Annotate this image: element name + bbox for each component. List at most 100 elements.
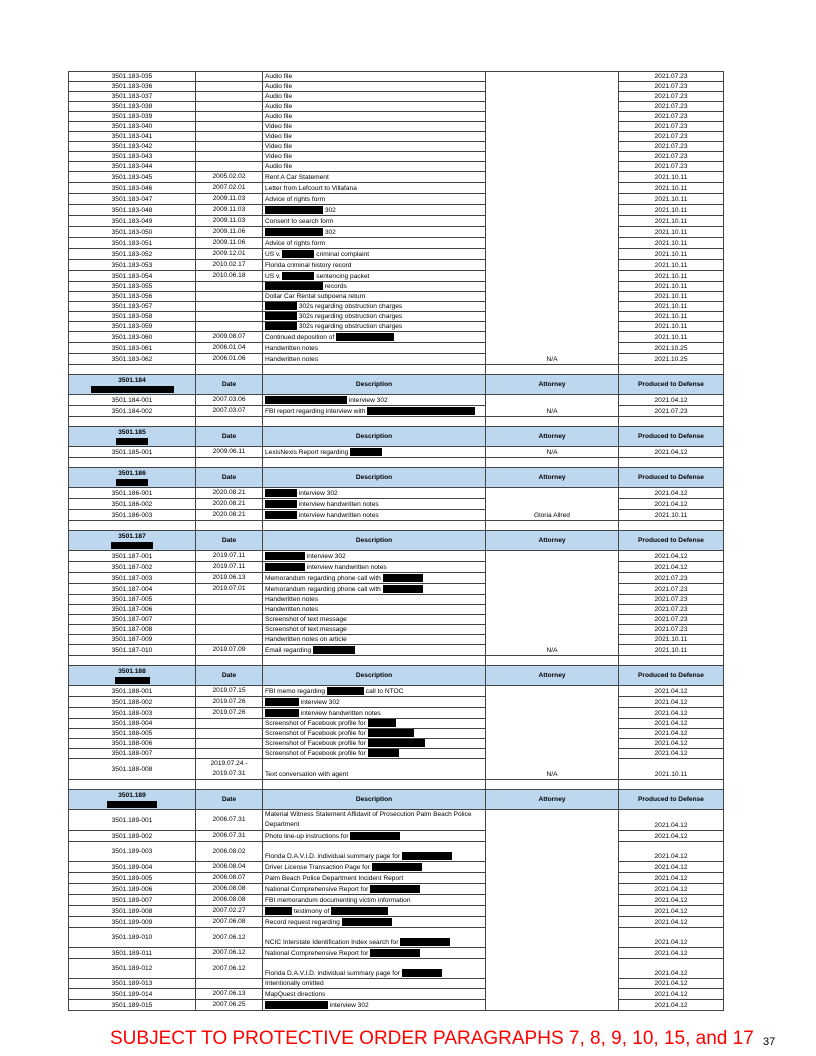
- redaction-block: [370, 885, 421, 894]
- empty-cell: [195, 416, 263, 427]
- date-value: 2009.12.01: [212, 250, 246, 257]
- table-row: 3501.187-010 2019.07.09 Email regarding 20…: [68, 644, 724, 656]
- empty-cell: [262, 364, 486, 375]
- exhibit-id-cell: 3501.189-001: [68, 809, 196, 831]
- produced-date-cell: 2021.04.12: [618, 927, 724, 948]
- date-value: 2020.08.21: [212, 511, 246, 518]
- description-text: 302: [323, 229, 336, 236]
- produced-date-cell: 2021.04.12: [618, 718, 724, 729]
- redaction-block: [400, 938, 451, 947]
- produced-date-cell: 2021.04.12: [618, 916, 724, 928]
- description-cell: Screenshot of Facebook profile for: [262, 748, 486, 759]
- table-row: 3501.189-015 2007.06.25 interview 302 2021…: [68, 999, 724, 1011]
- description-cell: FBI report regarding interview with: [262, 405, 486, 417]
- page-number: 37: [763, 1036, 776, 1048]
- exhibit-id-cell: 3501.189-011: [68, 947, 196, 959]
- date-cell: 2009.11.06: [195, 226, 263, 238]
- description-text: Florida D.A.V.I.D. individual summary pa…: [265, 853, 402, 860]
- produced-date-cell: 2021.07.23: [618, 594, 724, 605]
- redaction-block: [326, 687, 364, 696]
- column-header-produced: Produced to Defense: [618, 426, 724, 447]
- section-header-row: 3501.186 Date Description Attorney Produced …: [68, 467, 724, 488]
- empty-cell: [195, 457, 263, 468]
- exhibit-id-cell: 3501.187-006: [68, 604, 196, 615]
- date-value: 2006.01.06: [212, 355, 246, 362]
- exhibit-id-cell: 3501.189-012: [68, 958, 196, 979]
- produced-date-cell: 2021.10.11: [618, 259, 724, 271]
- produced-date-cell: 2021.07.23: [618, 151, 724, 162]
- table-row: 3501.189-012 2007.06.12 Florida D.A.V.I.D.…: [68, 958, 724, 979]
- date-value: 2020.08.21: [212, 489, 246, 496]
- date-cell: 2005.02.02: [195, 171, 263, 183]
- description-text: records: [323, 283, 347, 290]
- produced-date-cell: 2021.07.23: [618, 161, 724, 172]
- description-cell: interview 302: [262, 550, 486, 562]
- column-header-description: Description: [262, 665, 486, 686]
- exhibit-id-cell: 3501.187-009: [68, 634, 196, 645]
- description-cell: Handwritten notes on article: [262, 634, 486, 645]
- date-value: 2007.03.06: [212, 396, 246, 403]
- date-cell: [195, 121, 263, 132]
- date-value: 2009.11.03: [212, 195, 246, 202]
- exhibit-id-cell: 3501.188-004: [68, 718, 196, 729]
- table-row: 3501.189-010 2007.06.12 NCIC Interstate Id…: [68, 927, 724, 948]
- produced-date-cell: 2021.07.23: [618, 604, 724, 615]
- column-header-produced: Produced to Defense: [618, 467, 724, 488]
- description-text: US v.: [265, 251, 283, 258]
- table-row: 3501.183-055 records 2021.10.11: [68, 281, 724, 292]
- date-cell: 2006.07.31: [195, 809, 263, 831]
- section-id-cell: 3501.189: [68, 789, 196, 810]
- blank-row: [68, 416, 724, 427]
- column-header-attorney: Attorney: [485, 789, 619, 810]
- empty-cell: [262, 457, 486, 468]
- exhibit-id-cell: 3501.183-038: [68, 101, 196, 112]
- table-row: 3501.189-001 2006.07.31 Material Witness S…: [68, 809, 724, 1011]
- attorney-cell: N/A: [485, 71, 619, 365]
- table-row: 3501.188-003 2019.07.26 interview handwri…: [68, 707, 724, 719]
- date-value: 2006.07.31: [212, 816, 246, 823]
- description-text: interview handwritten notes: [297, 512, 379, 519]
- date-cell: [195, 71, 263, 82]
- description-text: Memorandum regarding phone call with: [265, 575, 383, 582]
- date-cell: [195, 291, 263, 302]
- exhibit-id-cell: 3501.187-007: [68, 614, 196, 625]
- description-cell: Memorandum regarding phone call with: [262, 583, 486, 595]
- description-cell: Text conversation with agent: [262, 758, 486, 780]
- column-header-attorney: Attorney: [485, 467, 619, 488]
- redaction-block: [265, 511, 297, 520]
- exhibit-id-cell: 3501.184-001: [68, 394, 196, 406]
- date-cell: 2007.06.12: [195, 947, 263, 959]
- date-cell: [195, 738, 263, 749]
- attorney-cell: [485, 809, 619, 1011]
- table-row: 3501.183-047 2009.11.03 Advice of rights f…: [68, 193, 724, 205]
- redaction-block: [265, 206, 323, 215]
- description-cell: interview 302: [262, 394, 486, 406]
- table-row: 3501.183-056 Dollar Car Rental subpoena r…: [68, 291, 724, 302]
- produced-date-cell: 2021.07.23: [618, 624, 724, 635]
- section-id-cell: 3501.184: [68, 374, 196, 395]
- redaction-block: [265, 709, 299, 718]
- exhibit-id-cell: 3501.188-005: [68, 728, 196, 739]
- date-cell: 2019.07.26: [195, 696, 263, 708]
- date-cell: 2007.06.25: [195, 999, 263, 1011]
- section-id-cell: 3501.185: [68, 426, 196, 447]
- description-cell: Email regarding: [262, 644, 486, 656]
- description-cell: records: [262, 281, 486, 292]
- produced-date-cell: 2021.10.11: [618, 248, 724, 260]
- exhibit-id-cell: 3501.189-006: [68, 883, 196, 895]
- description-cell: Material Witness Statement Affidavit of …: [262, 809, 486, 831]
- table-row: 3501.183-060 2009.08.07 Continued depositi…: [68, 331, 724, 343]
- description-cell: Audio file: [262, 71, 486, 82]
- empty-cell: [618, 364, 724, 375]
- produced-date-cell: 2021.07.23: [618, 614, 724, 625]
- date-cell: [195, 614, 263, 625]
- date-cell: 2009.11.03: [195, 193, 263, 205]
- description-cell: Audio file: [262, 81, 486, 92]
- description-cell: 302: [262, 204, 486, 216]
- date-value: 2006.08.08: [212, 896, 246, 903]
- description-text: National Comprehensive Report for: [265, 886, 371, 893]
- produced-date-cell: 2021.04.12: [618, 498, 724, 510]
- column-header-attorney: Attorney: [485, 530, 619, 551]
- produced-date-cell: 2021.10.11: [618, 171, 724, 183]
- table-row: 3501.183-053 2010.02.17 Florida criminal h…: [68, 259, 724, 271]
